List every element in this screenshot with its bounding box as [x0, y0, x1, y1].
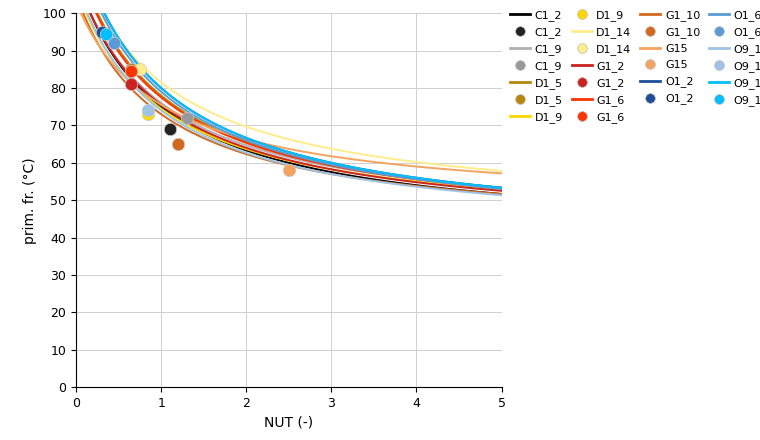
Point [125, 66, 138, 73]
Point [163, 125, 176, 132]
Legend: C1_2, C1_2, C1_9, C1_9, D1_5, D1_5, D1_9, D1_9, D1_14, D1_14, G1_2, G1_2, G1_6, : C1_2, C1_2, C1_9, C1_9, D1_5, D1_5, D1_9… [506, 6, 760, 128]
Point [283, 167, 295, 174]
Point [142, 107, 154, 114]
Y-axis label: prim. fr. (°C): prim. fr. (°C) [23, 157, 36, 243]
Point [181, 114, 193, 121]
Point [125, 81, 138, 88]
X-axis label: NUT (-): NUT (-) [264, 415, 313, 429]
Point [100, 30, 112, 37]
Point [96, 28, 108, 35]
Point [125, 68, 138, 75]
Point [134, 66, 146, 73]
Point [142, 110, 154, 117]
Point [108, 40, 120, 47]
Point [172, 140, 184, 147]
